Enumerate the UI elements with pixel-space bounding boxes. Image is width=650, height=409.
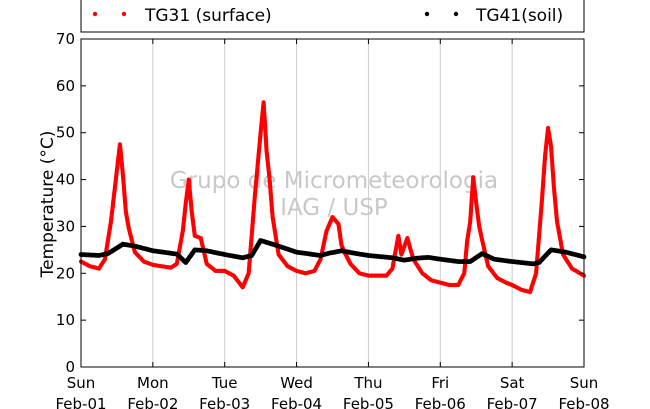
series-tg41-soil [78, 238, 587, 267]
y-tick-label: 0 [65, 358, 75, 376]
legend-marker-tg31-b [121, 11, 127, 17]
x-tick-label-date: Feb-01 [55, 395, 106, 409]
plot-frame [80, 38, 585, 368]
y-tick-label: 40 [56, 171, 75, 189]
y-tick-label: 20 [56, 264, 75, 282]
legend-marker-tg31-a [92, 11, 98, 17]
x-tick-label-day: Tue [211, 374, 238, 392]
legend-marker-tg41-a [424, 11, 430, 17]
x-tick-label-day: Thu [353, 374, 382, 392]
series-layer [78, 100, 587, 295]
y-tick-label: 50 [56, 124, 75, 142]
watermark-line-1: Grupo de Micrometeorologia [170, 168, 498, 194]
x-tick-label-date: Feb-03 [199, 395, 250, 409]
x-tick-label-day: Wed [280, 374, 313, 392]
x-tick-label-date: Feb-06 [415, 395, 466, 409]
y-tick-label: 70 [56, 30, 75, 48]
legend-label-tg41: TG41(soil) [475, 6, 563, 26]
y-axis-title: Temperature (°C) [38, 131, 58, 279]
x-tick-label-date: Feb-08 [558, 395, 609, 409]
x-tick-label-date: Feb-04 [271, 395, 322, 409]
y-tick-label: 30 [56, 217, 75, 235]
y-tick-label: 60 [56, 77, 75, 95]
y-tick-label: 10 [56, 311, 75, 329]
x-tick-label-day: Fri [431, 374, 449, 392]
axis-ticks: Sun Feb-01 Mon Feb-02 Tue Feb-03 Wed Feb-04 Thu F… [55, 30, 609, 409]
legend-label-tg31: TG31 (surface) [144, 6, 272, 26]
vertical-gridlines [152, 39, 513, 367]
x-tick-label-date: Feb-07 [487, 395, 538, 409]
x-tick-label-date: Feb-02 [127, 395, 178, 409]
x-tick-label-date: Feb-05 [343, 395, 394, 409]
legend-box [80, 0, 585, 33]
x-tick-label-day: Mon [137, 374, 169, 392]
x-tick-label-day: Sun [67, 374, 96, 392]
legend-marker-tg41-b [453, 11, 459, 17]
x-tick-label-day: Sun [570, 374, 599, 392]
x-tick-label-day: Sat [500, 374, 525, 392]
legend: TG31 (surface) TG41(soil) [80, 0, 585, 33]
